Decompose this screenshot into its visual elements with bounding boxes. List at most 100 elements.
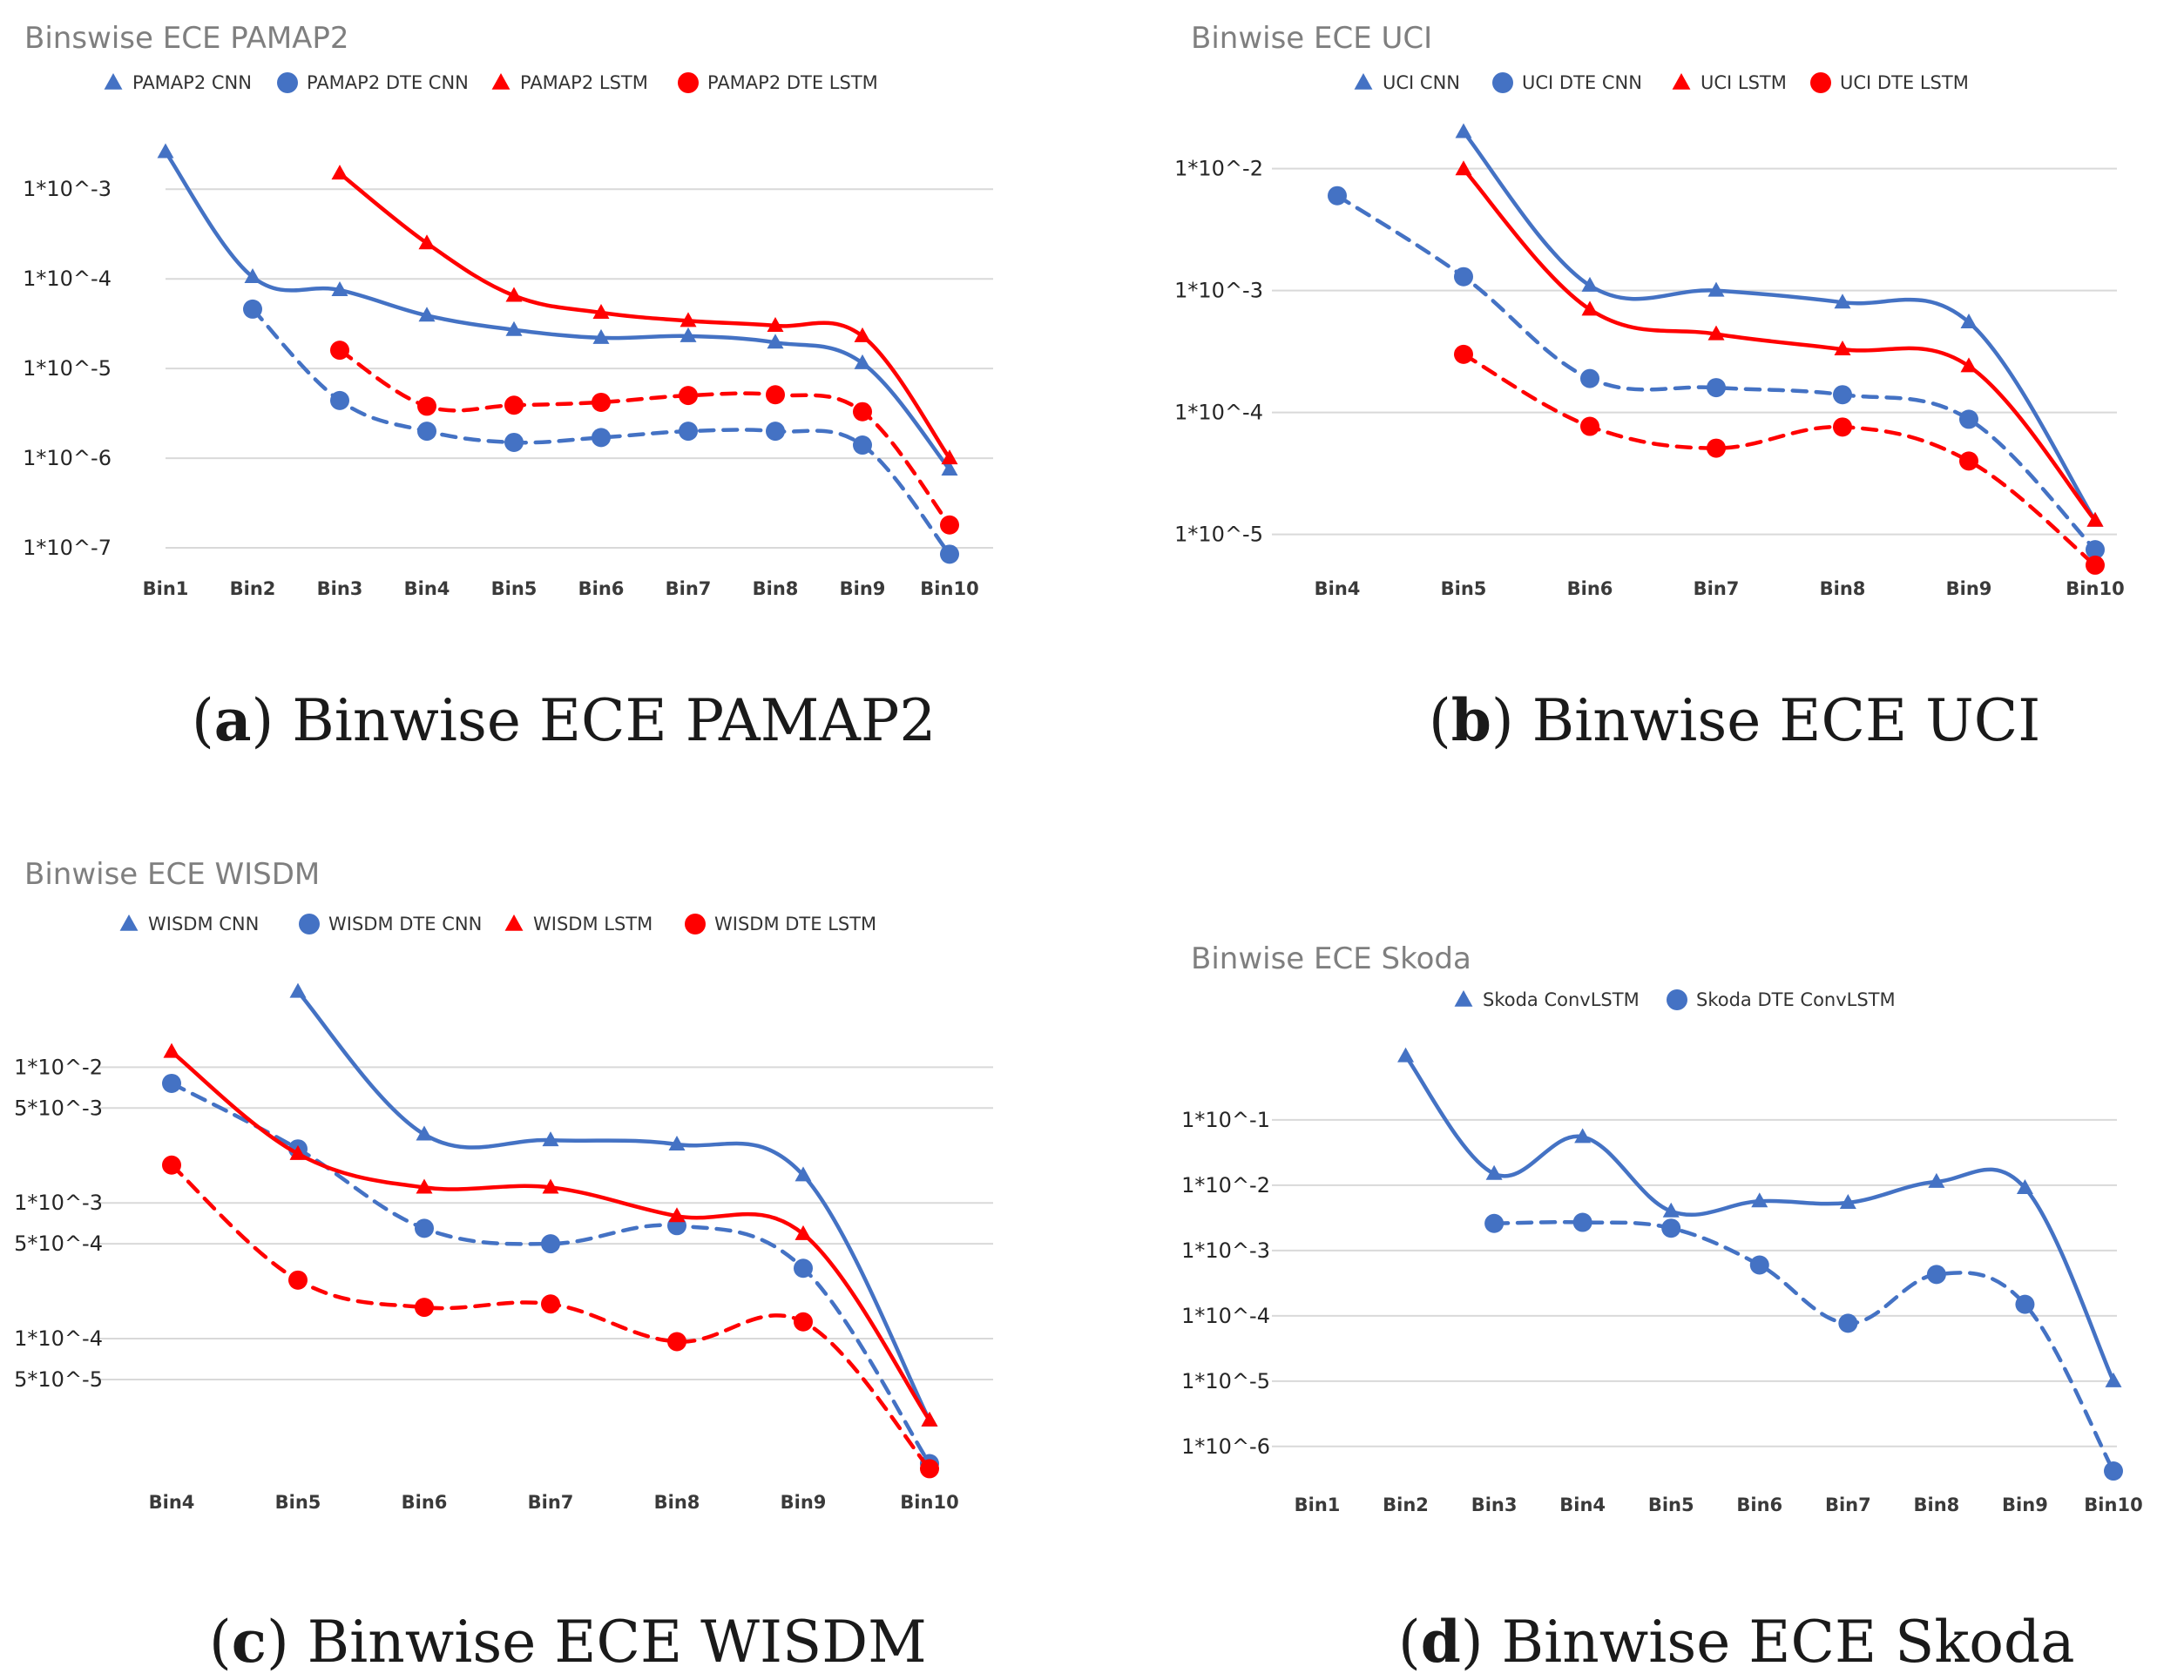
legend-marker-triangle [491,73,511,90]
data-point [940,515,959,535]
series-line [295,989,932,1423]
series-line [163,150,952,472]
y-tick-label: 5*10^-3 [14,1096,103,1120]
x-tick-label: Bin10 [900,1492,958,1513]
x-tick-label: Bin7 [1694,578,1740,599]
data-point [289,982,307,998]
caption-label: d [1421,1608,1461,1676]
chart-title: Binwise ECE WISDM [24,857,320,892]
series-line [169,1163,932,1471]
data-point [330,341,349,361]
data-point [415,1298,434,1318]
data-point [504,432,524,452]
data-point [1455,160,1472,176]
x-tick-label: Bin5 [275,1492,321,1513]
x-tick-label: Bin5 [491,578,538,599]
legend-label: PAMAP2 DTE LSTM [707,72,878,93]
y-tick-label: 1*10^-6 [1181,1434,1270,1459]
y-tick-label: 5*10^-4 [14,1231,103,1256]
data-point [542,1178,559,1194]
x-tick-label: Bin3 [317,578,363,599]
caption-paren-close: ) [252,687,293,754]
x-tick-label: Bin7 [666,578,712,599]
caption-paren-open: ( [1429,687,1451,754]
data-point [288,1270,308,1290]
x-tick-label: Bin8 [753,578,799,599]
data-point [2104,1461,2123,1481]
data-point [794,1258,813,1279]
series-line [1335,193,2098,552]
series-line [1461,167,2098,523]
legend-item-pamap2-cnn: PAMAP2 CNN [104,72,252,93]
legend-item-wisdm-dte-cnn: WISDM DTE CNN [299,914,482,934]
data-point [157,143,174,159]
x-tick-label: Bin8 [1913,1494,1959,1515]
data-point [541,1234,560,1254]
data-point [505,287,523,302]
chart-title: Binswise ECE PAMAP2 [24,21,349,56]
data-point [2086,555,2105,575]
data-point [541,1294,560,1314]
series-wisdm-dte-lstm [162,1155,939,1479]
data-point [418,307,436,322]
x-tick-label: Bin9 [840,578,886,599]
caption-label: c [232,1608,267,1676]
chart-title: Binwise ECE Skoda [1191,941,1471,976]
data-point [794,1166,812,1182]
data-point [416,1178,433,1194]
data-point [289,1144,307,1160]
y-tick-label: 1*10^-2 [1181,1173,1270,1198]
x-tick-label: Bin10 [2084,1494,2142,1515]
data-point [504,395,524,415]
data-point [1454,344,1473,364]
panel-pamap2: Binswise ECE PAMAP2 PAMAP2 CNN PAMAP2 DTE … [23,21,993,754]
data-point [854,354,871,369]
data-point [2016,1178,2033,1194]
data-point [162,1155,181,1175]
x-tick-label: Bin5 [1648,1494,1694,1515]
data-point [668,1135,686,1150]
legend-item-skoda-convlstm: Skoda ConvLSTM [1454,989,1640,1010]
x-tick-label: Bin1 [143,578,189,599]
legend-item-skoda-dte-convlstm: Skoda DTE ConvLSTM [1667,989,1896,1010]
data-point [1397,1047,1415,1063]
caption-text: Binwise ECE WISDM [308,1609,927,1676]
legend-label: UCI DTE LSTM [1840,72,1969,93]
data-point [1834,293,1851,309]
legend-marker-circle [299,914,320,934]
series-line [1461,130,2098,523]
series-pamap2-lstm [331,165,958,465]
data-point [679,422,698,442]
data-point [767,317,784,333]
legend-marker-triangle [104,73,123,90]
x-tick-label: Bin10 [2066,578,2124,599]
y-tick-label: 1*10^-5 [1174,523,1263,547]
caption-text: Binwise ECE UCI [1532,687,2041,754]
legend-label: PAMAP2 DTE CNN [307,72,469,93]
legend-label: UCI LSTM [1701,72,1787,93]
data-point [1838,1313,1858,1333]
y-tick-label: 1*10^-4 [1181,1304,1270,1328]
data-point [416,1125,433,1141]
data-point [1926,1265,1946,1285]
data-point [2086,540,2105,560]
y-tick-label: 5*10^-5 [14,1367,103,1392]
panel-skoda: Binwise ECE Skoda Skoda ConvLSTM Skoda DTE… [1181,941,2143,1676]
caption-text: Binwise ECE PAMAP2 [292,687,936,754]
data-point [680,312,697,327]
series-wisdm-lstm [163,1042,938,1427]
data-point [163,1042,180,1058]
legend-item-pamap2-dte-cnn: PAMAP2 DTE CNN [277,72,469,93]
data-point [331,165,348,180]
caption-paren-open: ( [1398,1609,1421,1676]
data-point [1662,1202,1680,1218]
data-point [794,1225,812,1240]
panel-uci: Binwise ECE UCI UCI CNN UCI DTE CNN UCI LST… [1174,21,2125,754]
legend-marker-triangle [1672,73,1691,90]
data-point [2015,1294,2035,1314]
series-line [250,307,952,557]
legend-label: UCI CNN [1383,72,1460,93]
x-tick-label: Bin9 [781,1492,827,1513]
data-point [794,1312,813,1332]
legend-marker-triangle [119,914,139,931]
